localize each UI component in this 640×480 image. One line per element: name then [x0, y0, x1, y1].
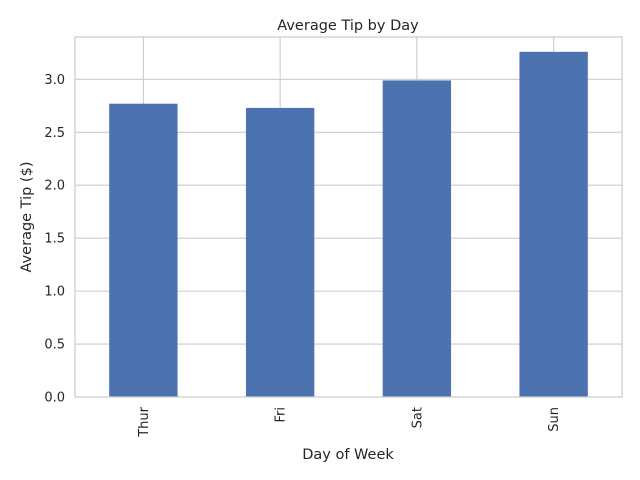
y-tick-label: 2.5: [44, 126, 65, 141]
plot-border: [74, 36, 623, 398]
x-tick-labels: Thur Fri Sat Sun: [137, 406, 562, 437]
plot-frame: [74, 36, 623, 398]
x-tick-label-sun: Sun: [547, 407, 562, 432]
bar-sun: [519, 51, 588, 398]
y-tick-label: 2.0: [44, 179, 65, 194]
y-tick-labels: 0.0 0.5 1.0 1.5 2.0 2.5 3.0: [44, 73, 65, 406]
y-tick-label: 1.5: [44, 232, 65, 247]
bars: [109, 51, 588, 398]
x-tick-label-fri: Fri: [274, 407, 289, 423]
y-tick-label: 0.0: [44, 391, 65, 406]
bar-fri: [245, 107, 315, 398]
x-axis-label: Day of Week: [302, 447, 394, 463]
chart-title: Average Tip by Day: [277, 18, 419, 34]
y-tick-label: 3.0: [44, 73, 65, 88]
bar-thur: [109, 103, 178, 398]
x-tick-label-sat: Sat: [410, 407, 425, 428]
y-axis-label: Average Tip ($): [19, 162, 35, 273]
bar-sat: [382, 80, 452, 397]
y-tick-label: 0.5: [44, 338, 65, 353]
y-tick-label: 1.0: [44, 285, 65, 300]
x-tick-label-thur: Thur: [137, 406, 152, 437]
